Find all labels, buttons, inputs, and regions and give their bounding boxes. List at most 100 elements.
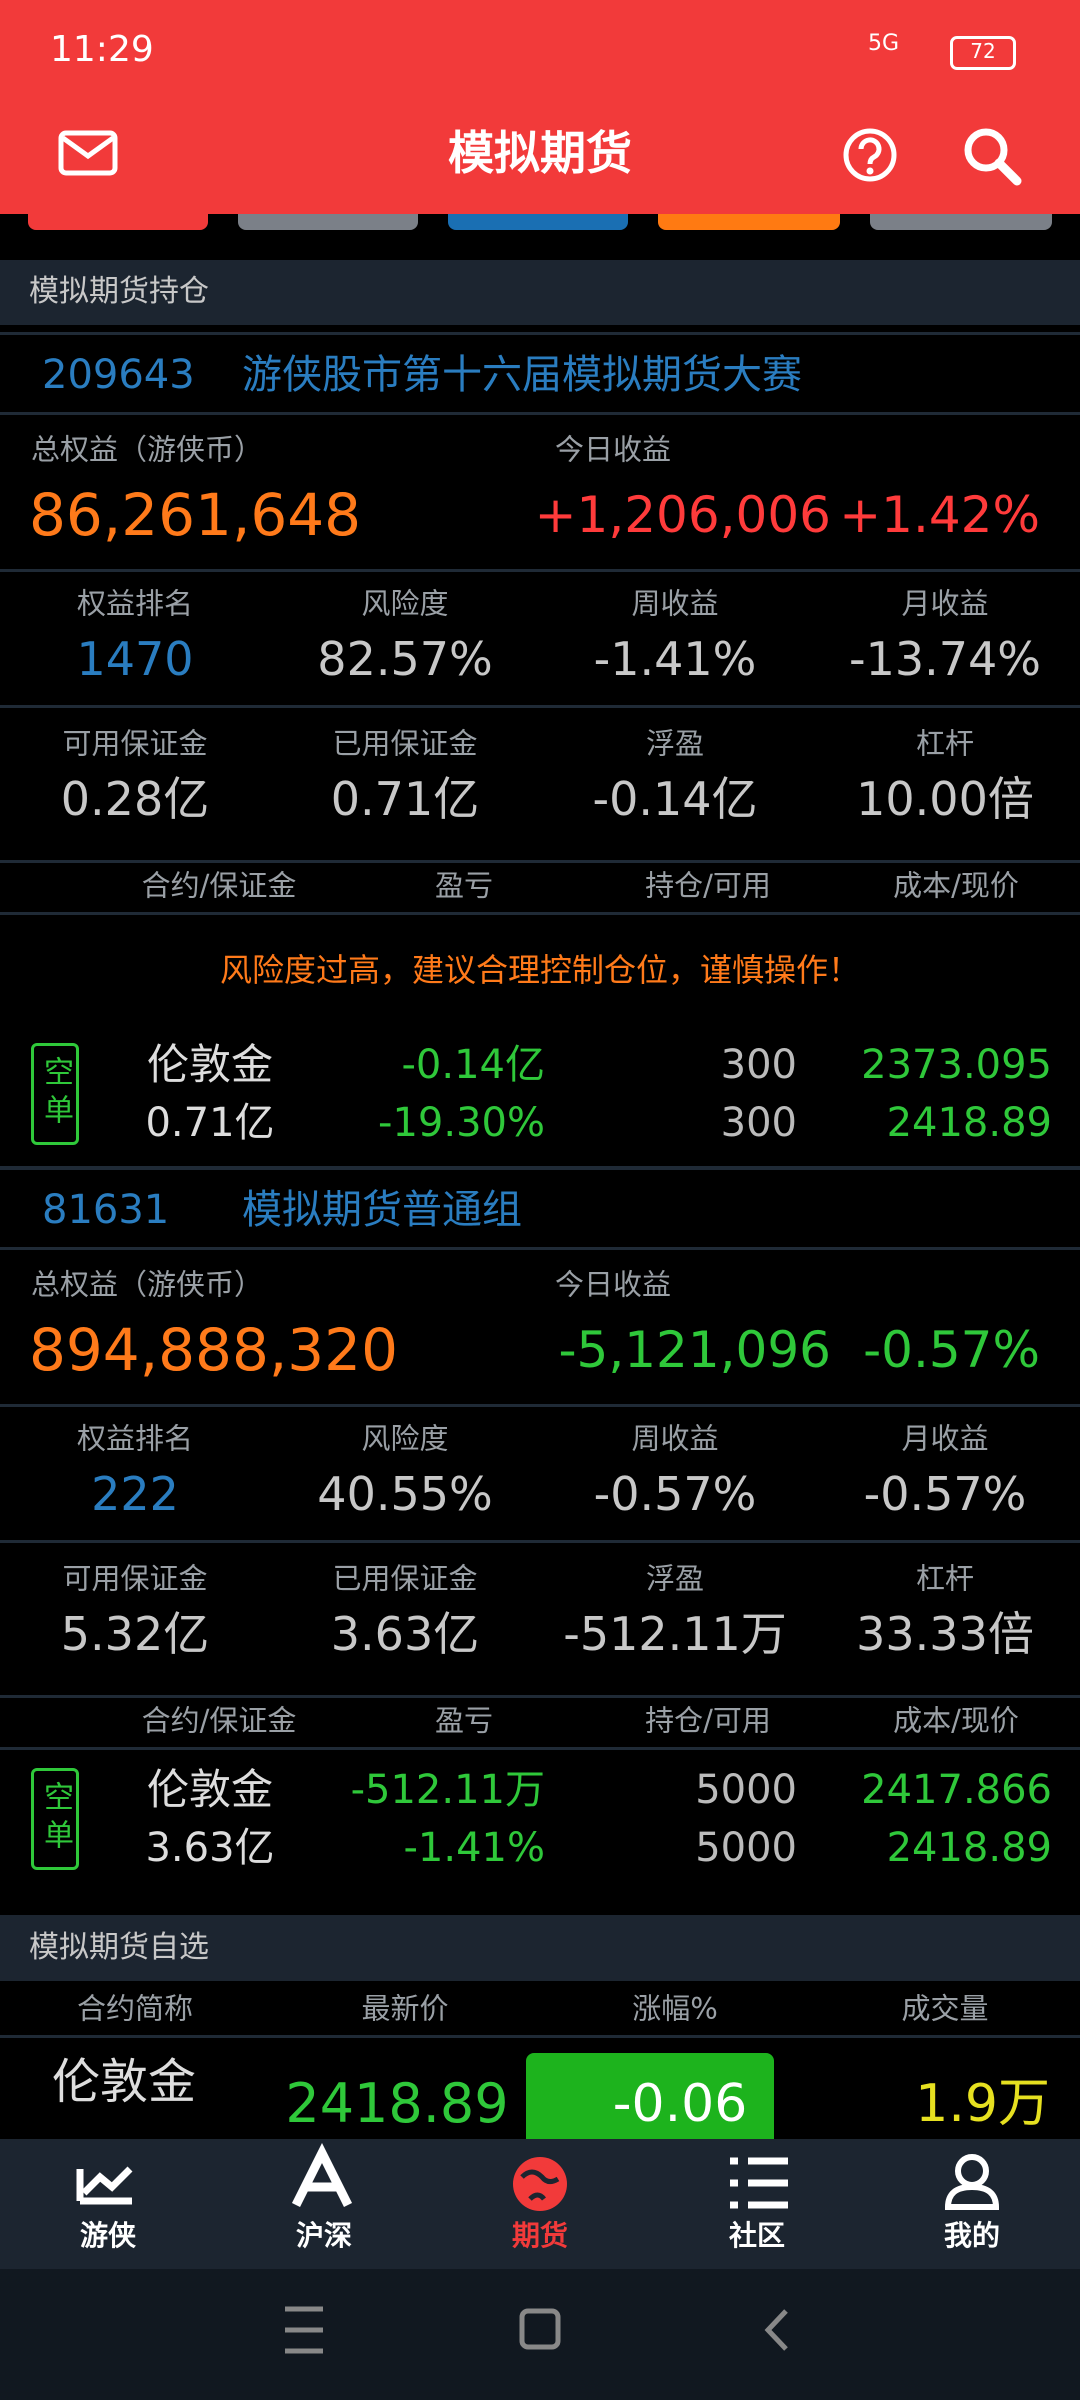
- change: -0.06: [612, 2074, 748, 2134]
- column-header: 涨幅%: [632, 1991, 718, 2026]
- tab[interactable]: [238, 214, 418, 230]
- position: 300: [720, 1042, 797, 1088]
- account-name: 游侠股市第十六届模拟期货大赛: [242, 352, 802, 398]
- available: 5000: [695, 1825, 797, 1871]
- section-header: [0, 1915, 1080, 1981]
- label: 月收益: [901, 586, 989, 621]
- warning: 风险度过高，建议合理控制仓位，谨慎操作！: [219, 951, 861, 989]
- side-badge: 空单: [31, 1043, 79, 1145]
- margin-value: 33.33倍: [856, 1607, 1034, 1661]
- label: 权益排名: [76, 586, 194, 621]
- margin-value: 5.32亿: [60, 1607, 210, 1661]
- column-header: 最新价: [361, 1991, 449, 2026]
- column-header: 盈亏: [434, 1703, 494, 1738]
- total-equity: 894,888,320: [29, 1316, 398, 1384]
- label: 可用保证金: [62, 726, 208, 761]
- section-title: 模拟期货持仓: [29, 274, 209, 309]
- search-icon[interactable]: [962, 126, 1022, 186]
- column-header: 合约/保证金: [141, 1703, 297, 1738]
- nav-item[interactable]: 期货: [511, 2219, 569, 2252]
- clock: 11:29: [50, 29, 154, 70]
- section-title: 模拟期货自选: [29, 1930, 209, 1965]
- today-change: +1,206,006: [534, 486, 831, 544]
- column-header: 持仓/可用: [645, 868, 771, 903]
- column-header: 持仓/可用: [645, 1703, 771, 1738]
- divider: [0, 332, 1080, 335]
- account-id: 209643: [42, 352, 195, 398]
- network: 5G: [868, 31, 900, 56]
- stat-value: 1470: [76, 632, 194, 686]
- label: 浮盈: [645, 726, 705, 761]
- label: 杠杆: [915, 726, 975, 761]
- nav-item[interactable]: 我的: [943, 2219, 1001, 2252]
- tab[interactable]: [658, 214, 840, 230]
- divider: [0, 1695, 1080, 1698]
- stat-value: 82.57%: [317, 632, 493, 686]
- side-badge: 空单: [31, 1768, 79, 1870]
- divider: [0, 1404, 1080, 1407]
- system-nav: [0, 2269, 1080, 2400]
- divider: [0, 1747, 1080, 1750]
- nav-icons: [76, 2142, 1000, 2354]
- stat-value: -0.57%: [593, 1467, 757, 1521]
- label: 杠杆: [915, 1561, 975, 1596]
- column-header: 成交量: [901, 1991, 989, 2026]
- nav-item[interactable]: 社区: [728, 2219, 786, 2252]
- label: 总权益（游侠币）: [31, 432, 264, 467]
- battery-level: 72: [970, 39, 996, 63]
- cost: 2417.866: [861, 1767, 1052, 1813]
- pnl: -0.14亿: [401, 1042, 546, 1088]
- column-header: 成本/现价: [893, 1703, 1019, 1738]
- available: 300: [720, 1100, 797, 1146]
- pnl-pct: -19.30%: [378, 1100, 545, 1146]
- contract-name[interactable]: 伦敦金: [146, 1765, 274, 1814]
- label: 权益排名: [76, 1421, 194, 1456]
- stat-value: -0.57%: [863, 1467, 1027, 1521]
- pnl-pct: -1.41%: [403, 1825, 545, 1871]
- label: 周收益: [631, 1421, 719, 1456]
- pnl: -512.11万: [350, 1767, 545, 1813]
- page-title: 模拟期货: [448, 126, 632, 180]
- price: 2418.89: [886, 1100, 1052, 1146]
- mail-icon[interactable]: [58, 130, 118, 176]
- divider: [0, 1247, 1080, 1250]
- margin-value: 10.00倍: [856, 772, 1034, 826]
- tab[interactable]: [28, 214, 208, 230]
- account-name: 模拟期货普通组: [242, 1187, 522, 1233]
- label: 今日收益: [555, 432, 672, 467]
- today-change: -5,121,096: [558, 1321, 831, 1379]
- margin-value: -0.14亿: [592, 772, 758, 826]
- label: 可用保证金: [62, 1561, 208, 1596]
- label: 总权益（游侠币）: [31, 1267, 264, 1302]
- divider: [0, 412, 1080, 415]
- tab[interactable]: [870, 214, 1052, 230]
- label: 风险度: [361, 586, 449, 621]
- contract-name[interactable]: 伦敦金: [146, 1040, 274, 1089]
- divider: [0, 1540, 1080, 1543]
- divider: [0, 860, 1080, 863]
- nav-item[interactable]: 游侠: [79, 2219, 137, 2252]
- tab[interactable]: [448, 214, 628, 230]
- today-pct: +1.42%: [839, 486, 1040, 544]
- battery: [950, 36, 1016, 70]
- nav-item[interactable]: 沪深: [295, 2219, 353, 2252]
- divider: [0, 705, 1080, 708]
- total-equity: 86,261,648: [29, 481, 362, 549]
- margin: 0.71亿: [145, 1100, 275, 1146]
- column-header: 合约简称: [76, 1991, 194, 2026]
- margin-value: 0.28亿: [60, 772, 210, 826]
- today-pct: -0.57%: [863, 1321, 1040, 1379]
- change-badge: [526, 2053, 774, 2153]
- column-header: 成本/现价: [893, 868, 1019, 903]
- margin-value: -512.11万: [563, 1607, 787, 1661]
- margin: 3.63亿: [145, 1825, 275, 1871]
- divider: [0, 1166, 1080, 1169]
- label: 浮盈: [645, 1561, 705, 1596]
- label: 已用保证金: [332, 726, 478, 761]
- margin-value: 3.63亿: [330, 1607, 480, 1661]
- volume: 1.9万: [915, 2074, 1050, 2134]
- help-icon[interactable]: [842, 127, 898, 183]
- contract-name[interactable]: 伦敦金: [51, 2054, 197, 2110]
- top-bar: [0, 0, 1080, 214]
- stat-value: 222: [91, 1467, 179, 1521]
